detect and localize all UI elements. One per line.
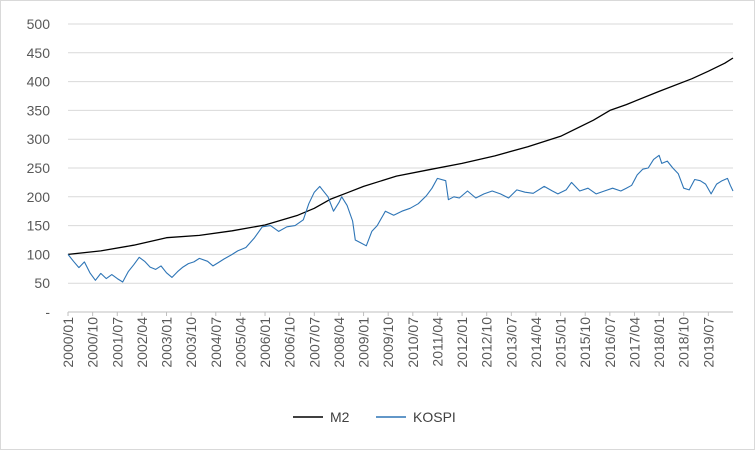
x-tick-label: 2003/01 bbox=[159, 317, 175, 368]
x-tick-label: 2002/04 bbox=[134, 317, 150, 368]
x-tick-label: 2014/04 bbox=[528, 317, 544, 368]
x-tick-label: 2012/10 bbox=[479, 317, 495, 368]
x-tick-label: 2016/07 bbox=[602, 317, 618, 368]
x-tick-label: 2015/10 bbox=[577, 317, 593, 368]
x-tick-label: 2006/10 bbox=[282, 317, 298, 368]
x-tick-label: 2003/10 bbox=[183, 317, 199, 368]
y-tick-label: 500 bbox=[27, 16, 51, 32]
y-tick-label: 250 bbox=[27, 160, 51, 176]
y-tick-label: 400 bbox=[27, 74, 51, 90]
x-tick-label: 2000/01 bbox=[60, 317, 76, 368]
series-line-m2 bbox=[67, 57, 734, 256]
y-tick-label: 200 bbox=[27, 189, 51, 205]
x-tick-label: 2005/04 bbox=[232, 317, 248, 368]
y-tick-label: 100 bbox=[27, 246, 51, 262]
y-tick-label: 450 bbox=[27, 45, 51, 61]
x-tick-label: 2017/04 bbox=[626, 317, 642, 368]
x-tick-label: 2019/07 bbox=[700, 317, 716, 368]
x-tick-label: 2007/07 bbox=[306, 317, 322, 368]
x-tick-label: 2018/10 bbox=[676, 317, 692, 368]
legend-label-kospi: KOSPI bbox=[413, 409, 456, 425]
x-tick-label: 2009/01 bbox=[356, 317, 372, 368]
gridlines bbox=[68, 23, 733, 284]
x-tick-label: 2015/01 bbox=[553, 317, 569, 368]
x-tick-label: 2000/10 bbox=[85, 317, 101, 368]
x-tick-label: 2004/07 bbox=[208, 317, 224, 368]
legend-label-m2: M2 bbox=[330, 409, 350, 425]
series-line-kospi bbox=[67, 154, 734, 283]
y-tick-label: - bbox=[45, 304, 50, 320]
y-axis-tick-labels: - 50 100 150 200 250 300 350 400 450 500 bbox=[27, 16, 51, 320]
legend: M2 KOSPI bbox=[293, 409, 456, 425]
y-tick-label: 300 bbox=[27, 131, 51, 147]
x-tick-label: 2001/07 bbox=[109, 317, 125, 368]
y-tick-label: 350 bbox=[27, 102, 51, 118]
y-tick-label: 150 bbox=[27, 218, 51, 234]
x-tick-label: 2013/07 bbox=[503, 317, 519, 368]
x-tick-label: 2009/10 bbox=[380, 317, 396, 368]
x-tick-label: 2011/04 bbox=[429, 317, 445, 367]
x-tick-label: 2010/07 bbox=[405, 317, 421, 368]
series-lines bbox=[67, 57, 734, 283]
x-tick-label: 2008/04 bbox=[331, 317, 347, 368]
y-tick-label: 50 bbox=[34, 275, 50, 291]
x-tick-label: 2012/01 bbox=[454, 317, 470, 368]
x-tick-label: 2018/01 bbox=[651, 317, 667, 368]
x-axis-tick-labels: 2000/01 2000/10 2001/07 2002/04 2003/01 2003/… bbox=[60, 312, 716, 368]
x-tick-label: 2006/01 bbox=[257, 317, 273, 368]
